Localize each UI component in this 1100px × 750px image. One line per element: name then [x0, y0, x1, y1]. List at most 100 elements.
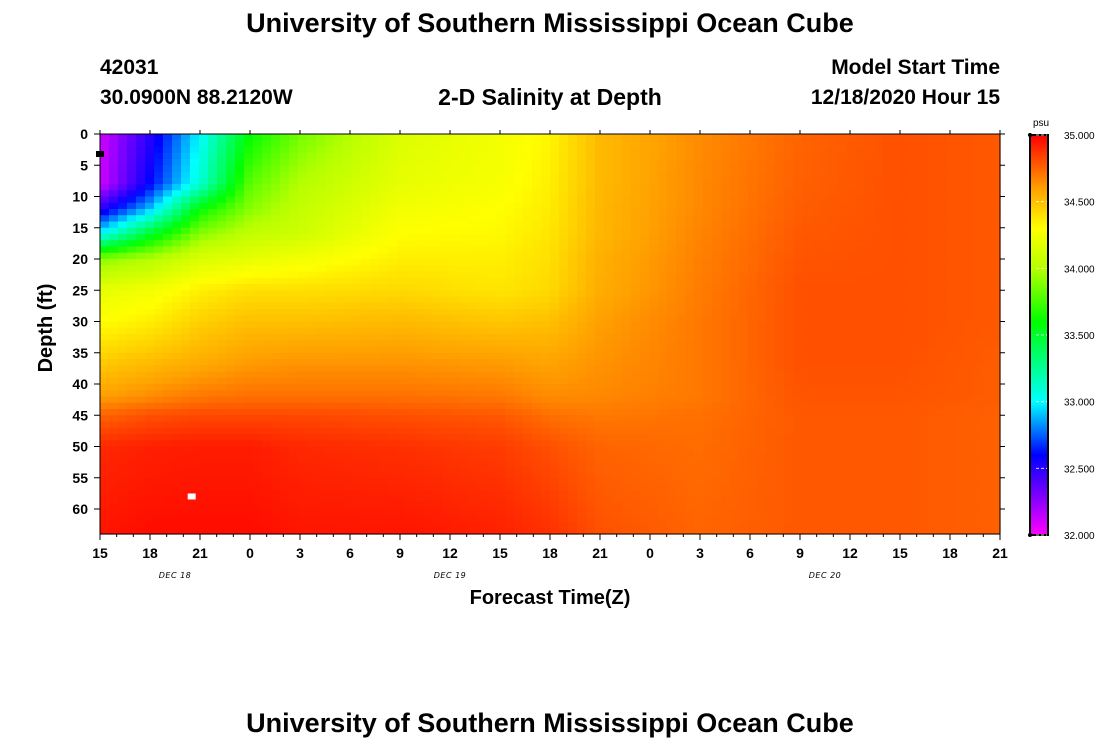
heatmap-cell — [109, 515, 119, 523]
heatmap-cell — [289, 509, 299, 516]
heatmap-cell — [451, 484, 461, 491]
heatmap-cell — [370, 321, 380, 329]
heatmap-cell — [568, 240, 578, 248]
heatmap-cell — [766, 365, 776, 373]
heatmap-cell — [217, 402, 227, 410]
heatmap-cell — [685, 284, 695, 291]
heatmap-cell — [784, 446, 794, 454]
heatmap-cell — [694, 327, 704, 335]
heatmap-cell — [694, 252, 704, 260]
heatmap-cell — [388, 477, 398, 485]
heatmap-cell — [550, 415, 560, 423]
heatmap-cell — [100, 496, 110, 504]
heatmap-cell — [784, 434, 794, 441]
heatmap-cell — [424, 521, 434, 529]
heatmap-cell — [298, 484, 308, 491]
heatmap-cell — [361, 365, 371, 373]
heatmap-cell — [721, 146, 731, 154]
heatmap-cell — [676, 321, 686, 329]
heatmap-cell — [469, 202, 479, 210]
heatmap-cell — [424, 209, 434, 216]
heatmap-cell — [118, 377, 128, 385]
heatmap-cell — [406, 134, 416, 141]
heatmap-cell — [658, 390, 668, 398]
heatmap-cell — [640, 452, 650, 460]
heatmap-cell — [721, 415, 731, 423]
heatmap-cell — [685, 227, 695, 235]
heatmap-cell — [442, 221, 452, 229]
heatmap-cell — [739, 340, 749, 348]
heatmap-cell — [532, 446, 542, 454]
heatmap-cell — [784, 246, 794, 254]
heatmap-cell — [775, 521, 785, 529]
heatmap-cell — [271, 265, 281, 273]
heatmap-cell — [775, 240, 785, 248]
heatmap-cell — [154, 415, 164, 423]
heatmap-cell — [343, 327, 353, 335]
heatmap-cell — [100, 484, 110, 491]
heatmap-cell — [289, 177, 299, 185]
heatmap-cell — [451, 427, 461, 435]
heatmap-cell — [424, 515, 434, 523]
heatmap-cell — [478, 196, 488, 204]
heatmap-cell — [415, 259, 425, 266]
heatmap-cell — [541, 146, 551, 154]
heatmap-cell — [271, 446, 281, 454]
heatmap-cell — [586, 352, 596, 360]
heatmap-cell — [109, 502, 119, 510]
heatmap-cell — [451, 471, 461, 479]
heatmap-cell — [136, 377, 146, 385]
heatmap-cell — [676, 215, 686, 223]
heatmap-cell — [676, 502, 686, 510]
heatmap-cell — [730, 202, 740, 210]
heatmap-cell — [487, 240, 497, 248]
heatmap-cell — [397, 409, 407, 416]
heatmap-cell — [244, 402, 254, 410]
heatmap-cell — [766, 315, 776, 323]
heatmap-cell — [568, 502, 578, 510]
heatmap-cell — [739, 190, 749, 198]
heatmap-cell — [577, 327, 587, 335]
heatmap-cell — [271, 227, 281, 235]
heatmap-cell — [766, 396, 776, 404]
heatmap-cell — [712, 396, 722, 404]
heatmap-cell — [712, 421, 722, 429]
heatmap-cell — [100, 384, 110, 391]
heatmap-cell — [118, 409, 128, 416]
heatmap-cell — [424, 190, 434, 198]
heatmap-cell — [109, 459, 119, 466]
heatmap-cell — [397, 321, 407, 329]
heatmap-cell — [712, 215, 722, 223]
heatmap-cell — [496, 309, 506, 316]
heatmap-cell — [316, 396, 326, 404]
heatmap-cell — [622, 209, 632, 216]
heatmap-cell — [181, 509, 191, 516]
heatmap-cell — [784, 421, 794, 429]
heatmap-cell — [262, 377, 272, 385]
heatmap-cell — [244, 171, 254, 179]
heatmap-cell — [442, 496, 452, 504]
heatmap-cell — [280, 390, 290, 398]
heatmap-cell — [118, 402, 128, 410]
heatmap-cell — [442, 177, 452, 185]
heatmap-cell — [631, 446, 641, 454]
heatmap-cell — [685, 146, 695, 154]
heatmap-cell — [109, 152, 119, 160]
heatmap-cell — [217, 246, 227, 254]
heatmap-cell — [127, 177, 137, 185]
heatmap-cell — [388, 427, 398, 435]
heatmap-cell — [487, 271, 497, 279]
heatmap-cell — [514, 302, 524, 310]
heatmap-cell — [181, 215, 191, 223]
heatmap-cell — [496, 396, 506, 404]
heatmap-cell — [325, 327, 335, 335]
heatmap-cell — [523, 409, 533, 416]
heatmap-cell — [388, 409, 398, 416]
heatmap-cell — [631, 284, 641, 291]
heatmap-cell — [649, 296, 659, 304]
heatmap-cell — [676, 434, 686, 441]
heatmap-cell — [190, 277, 200, 285]
heatmap-cell — [244, 221, 254, 229]
heatmap-cell — [406, 252, 416, 260]
heatmap-cell — [154, 396, 164, 404]
